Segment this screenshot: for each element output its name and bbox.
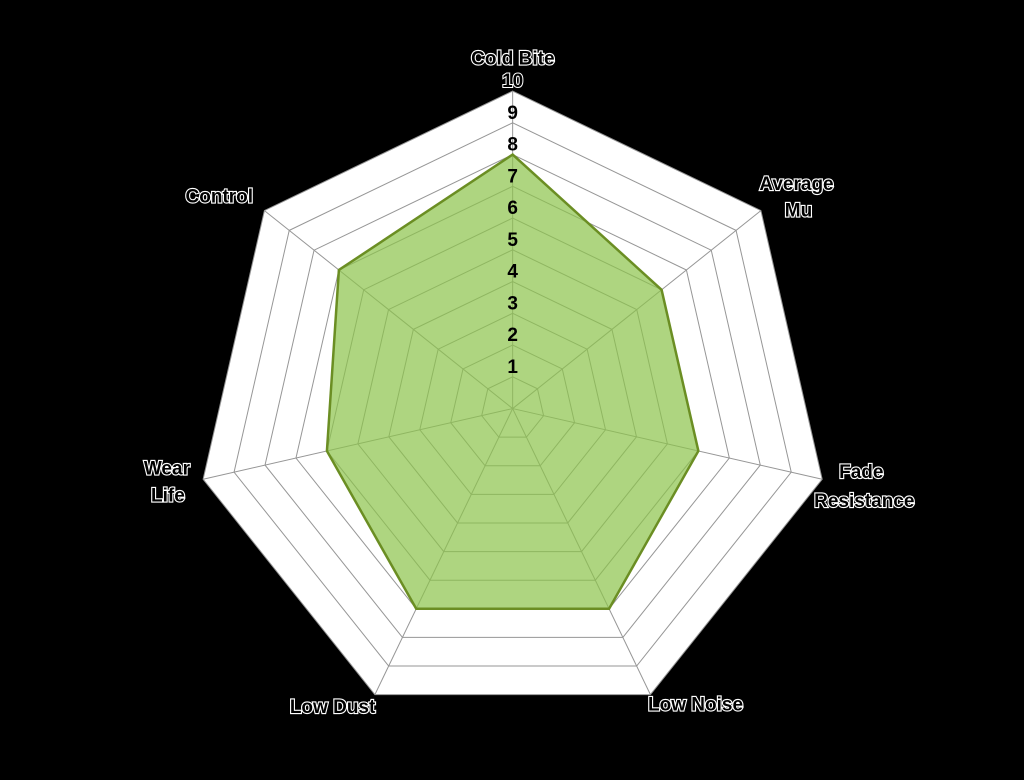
svg-text:3: 3 — [507, 293, 518, 314]
svg-text:9: 9 — [507, 103, 518, 124]
svg-text:Wear: Wear — [144, 459, 191, 480]
svg-text:Average: Average — [759, 174, 833, 195]
svg-text:4: 4 — [507, 262, 518, 283]
svg-text:10: 10 — [502, 71, 523, 92]
svg-text:Life: Life — [151, 485, 185, 506]
svg-text:Mu: Mu — [785, 201, 812, 222]
svg-text:Fade: Fade — [839, 462, 883, 483]
svg-text:2: 2 — [507, 325, 518, 346]
svg-text:Control: Control — [186, 187, 254, 208]
svg-text:Low Dust: Low Dust — [290, 697, 376, 718]
svg-text:5: 5 — [507, 230, 518, 251]
svg-text:Resistance: Resistance — [814, 491, 914, 512]
svg-text:Cold Bite: Cold Bite — [471, 48, 554, 69]
svg-text:Low Noise: Low Noise — [648, 695, 743, 716]
svg-text:7: 7 — [507, 166, 518, 187]
svg-text:8: 8 — [507, 135, 518, 156]
svg-text:1: 1 — [507, 357, 518, 378]
svg-text:6: 6 — [507, 198, 518, 219]
